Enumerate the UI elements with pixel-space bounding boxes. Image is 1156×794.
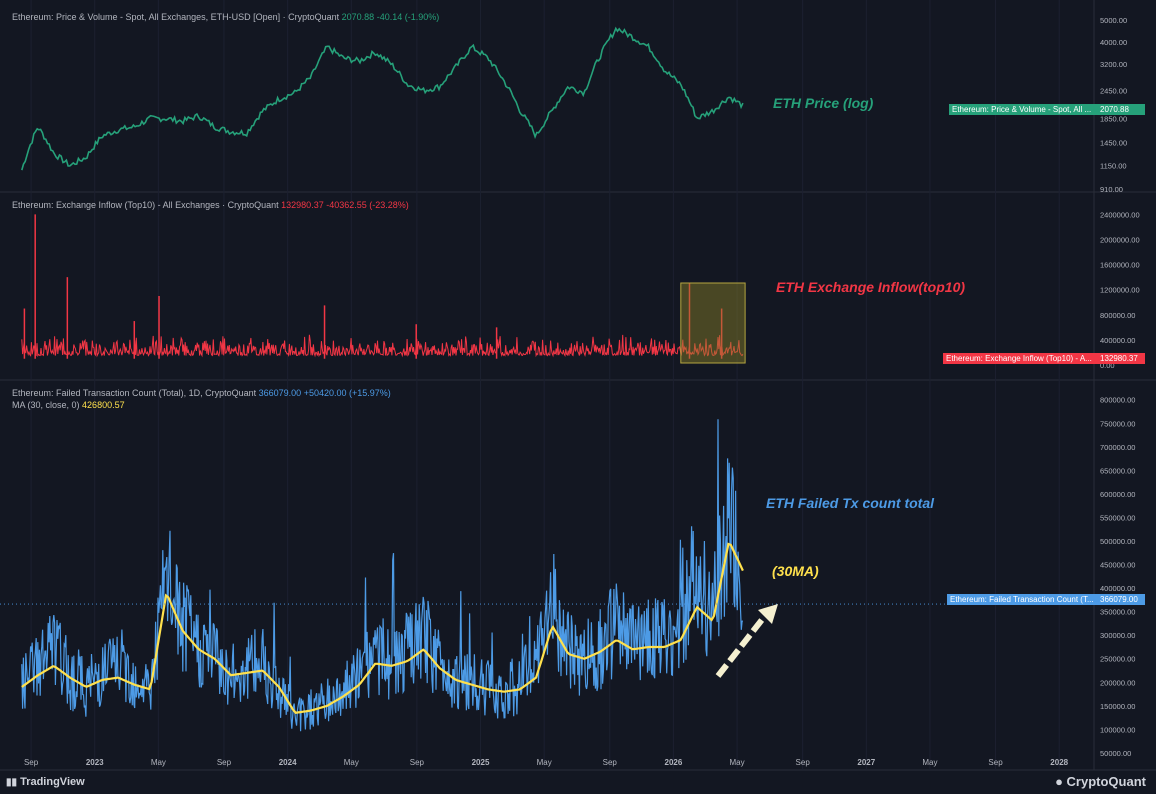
x-tick-label: May — [537, 758, 552, 767]
failed-badge-value: 366079.00 — [1100, 595, 1138, 604]
ma-header: MA (30, close, 0) 426800.57 — [12, 400, 125, 410]
x-tick-label: May — [344, 758, 359, 767]
x-tick-label: Sep — [603, 758, 618, 767]
y-axis: 5000.00 4000.00 3200.00 2450.00 1850.00 1450.… — [1100, 16, 1140, 758]
inflow-highlight-box — [680, 282, 746, 364]
y-tick-label: 800000.00 — [1100, 311, 1135, 320]
x-tick-label: 2023 — [86, 758, 104, 767]
x-tick-label: 2024 — [279, 758, 297, 767]
ma-line — [21, 542, 744, 714]
x-tick-label: 2027 — [857, 758, 875, 767]
x-tick-label: Sep — [988, 758, 1003, 767]
y-tick-label: 250000.00 — [1100, 655, 1135, 664]
y-tick-label: 4000.00 — [1100, 38, 1127, 47]
y-tick-label: 550000.00 — [1100, 513, 1135, 522]
y-tick-label: 1200000.00 — [1100, 286, 1140, 295]
failed-tx-pane — [0, 419, 1094, 732]
tradingview-label: TradingView — [20, 776, 85, 788]
y-tick-label: 600000.00 — [1100, 490, 1135, 499]
y-tick-label: 300000.00 — [1100, 631, 1135, 640]
y-tick-label: 2450.00 — [1100, 87, 1127, 96]
tradingview-logo[interactable]: ▮▮ TradingView — [6, 776, 85, 788]
x-tick-label: May — [922, 758, 937, 767]
trend-arrow-head-icon — [758, 604, 778, 624]
failed-last-value: 366079.00 — [258, 388, 302, 398]
x-tick-label: Sep — [217, 758, 232, 767]
y-tick-label: 0.00 — [1100, 361, 1115, 370]
failed-tx-line — [21, 419, 744, 732]
ma-label: MA (30, close, 0) — [12, 400, 80, 410]
x-axis: Sep 2023 May Sep 2024 May Sep 2025 May Sep 2026 May… — [24, 758, 1069, 767]
price-badge-label: Ethereum: Price & Volume - Spot, All ... — [952, 105, 1092, 114]
inflow-badge-label: Ethereum: Exchange Inflow (Top10) - A... — [946, 354, 1092, 363]
y-tick-label: 150000.00 — [1100, 702, 1135, 711]
y-tick-label: 400000.00 — [1100, 336, 1135, 345]
x-tick-label: 2028 — [1050, 758, 1068, 767]
y-tick-label: 5000.00 — [1100, 16, 1127, 25]
x-tick-label: 2025 — [472, 758, 490, 767]
inflow-badge-value: 132980.37 — [1100, 354, 1138, 363]
price-change: -40.14 (-1.90%) — [376, 12, 440, 22]
y-tick-label: 1600000.00 — [1100, 261, 1140, 270]
inflow-annotation: ETH Exchange Inflow(top10) — [776, 279, 966, 295]
price-title: Ethereum: Price & Volume - Spot, All Exc… — [12, 12, 340, 22]
failed-series-badge: Ethereum: Failed Transaction Count (T... — [947, 594, 1102, 605]
failed-title: Ethereum: Failed Transaction Count (Tota… — [12, 388, 257, 398]
inflow-change: -40362.55 (-23.28%) — [326, 200, 409, 210]
y-tick-label: 2400000.00 — [1100, 210, 1140, 219]
y-tick-label: 400000.00 — [1100, 584, 1135, 593]
inflow-value-badge: 132980.37 — [1097, 353, 1145, 364]
y-tick-label: 50000.00 — [1100, 749, 1131, 758]
y-tick-label: 700000.00 — [1100, 443, 1135, 452]
x-tick-label: Sep — [24, 758, 39, 767]
inflow-header: Ethereum: Exchange Inflow (Top10) - All … — [12, 200, 409, 210]
y-tick-label: 910.00 — [1100, 185, 1123, 194]
failed-header: Ethereum: Failed Transaction Count (Tota… — [12, 388, 391, 398]
x-tick-label: Sep — [410, 758, 425, 767]
price-last-value: 2070.88 — [341, 12, 375, 22]
cryptoquant-label: CryptoQuant — [1066, 774, 1146, 789]
inflow-last-value: 132980.37 — [281, 200, 324, 210]
y-tick-label: 3200.00 — [1100, 60, 1127, 69]
y-tick-label: 100000.00 — [1100, 725, 1135, 734]
cryptoquant-logo: ● CryptoQuant — [1055, 774, 1146, 789]
price-pane — [21, 26, 744, 171]
y-tick-label: 200000.00 — [1100, 678, 1135, 687]
x-tick-label: May — [151, 758, 166, 767]
failed-annotation: ETH Failed Tx count total — [766, 495, 935, 511]
price-badge-value: 2070.88 — [1100, 105, 1129, 114]
price-value-badge: 2070.88 — [1097, 104, 1145, 115]
inflow-title: Ethereum: Exchange Inflow (Top10) - All … — [12, 200, 279, 210]
y-tick-label: 450000.00 — [1100, 561, 1135, 570]
inflow-line — [21, 334, 744, 358]
x-tick-label: Sep — [796, 758, 811, 767]
price-header: Ethereum: Price & Volume - Spot, All Exc… — [12, 12, 439, 22]
y-tick-label: 2000000.00 — [1100, 236, 1140, 245]
y-tick-label: 800000.00 — [1100, 396, 1135, 405]
ma-annotation: (30MA) — [772, 563, 819, 579]
price-annotation: ETH Price (log) — [773, 95, 874, 111]
y-tick-label: 1850.00 — [1100, 114, 1127, 123]
x-tick-label: May — [730, 758, 745, 767]
y-tick-label: 500000.00 — [1100, 537, 1135, 546]
y-tick-label: 650000.00 — [1100, 466, 1135, 475]
inflow-series-badge: Ethereum: Exchange Inflow (Top10) - A... — [943, 353, 1102, 364]
failed-value-badge: 366079.00 — [1097, 594, 1145, 605]
cryptoquant-icon: ● — [1055, 774, 1063, 789]
price-line — [21, 26, 744, 171]
trend-arrow-icon — [715, 610, 771, 678]
y-tick-label: 350000.00 — [1100, 608, 1135, 617]
x-tick-label: 2026 — [665, 758, 683, 767]
inflow-pane — [21, 214, 746, 364]
y-tick-label: 1150.00 — [1100, 162, 1127, 171]
y-tick-label: 1450.00 — [1100, 139, 1127, 148]
y-tick-label: 750000.00 — [1100, 419, 1135, 428]
failed-change: +50420.00 (+15.97%) — [303, 388, 391, 398]
price-series-badge: Ethereum: Price & Volume - Spot, All ... — [949, 104, 1102, 115]
failed-badge-label: Ethereum: Failed Transaction Count (T... — [950, 595, 1094, 604]
ma-value: 426800.57 — [82, 400, 125, 410]
